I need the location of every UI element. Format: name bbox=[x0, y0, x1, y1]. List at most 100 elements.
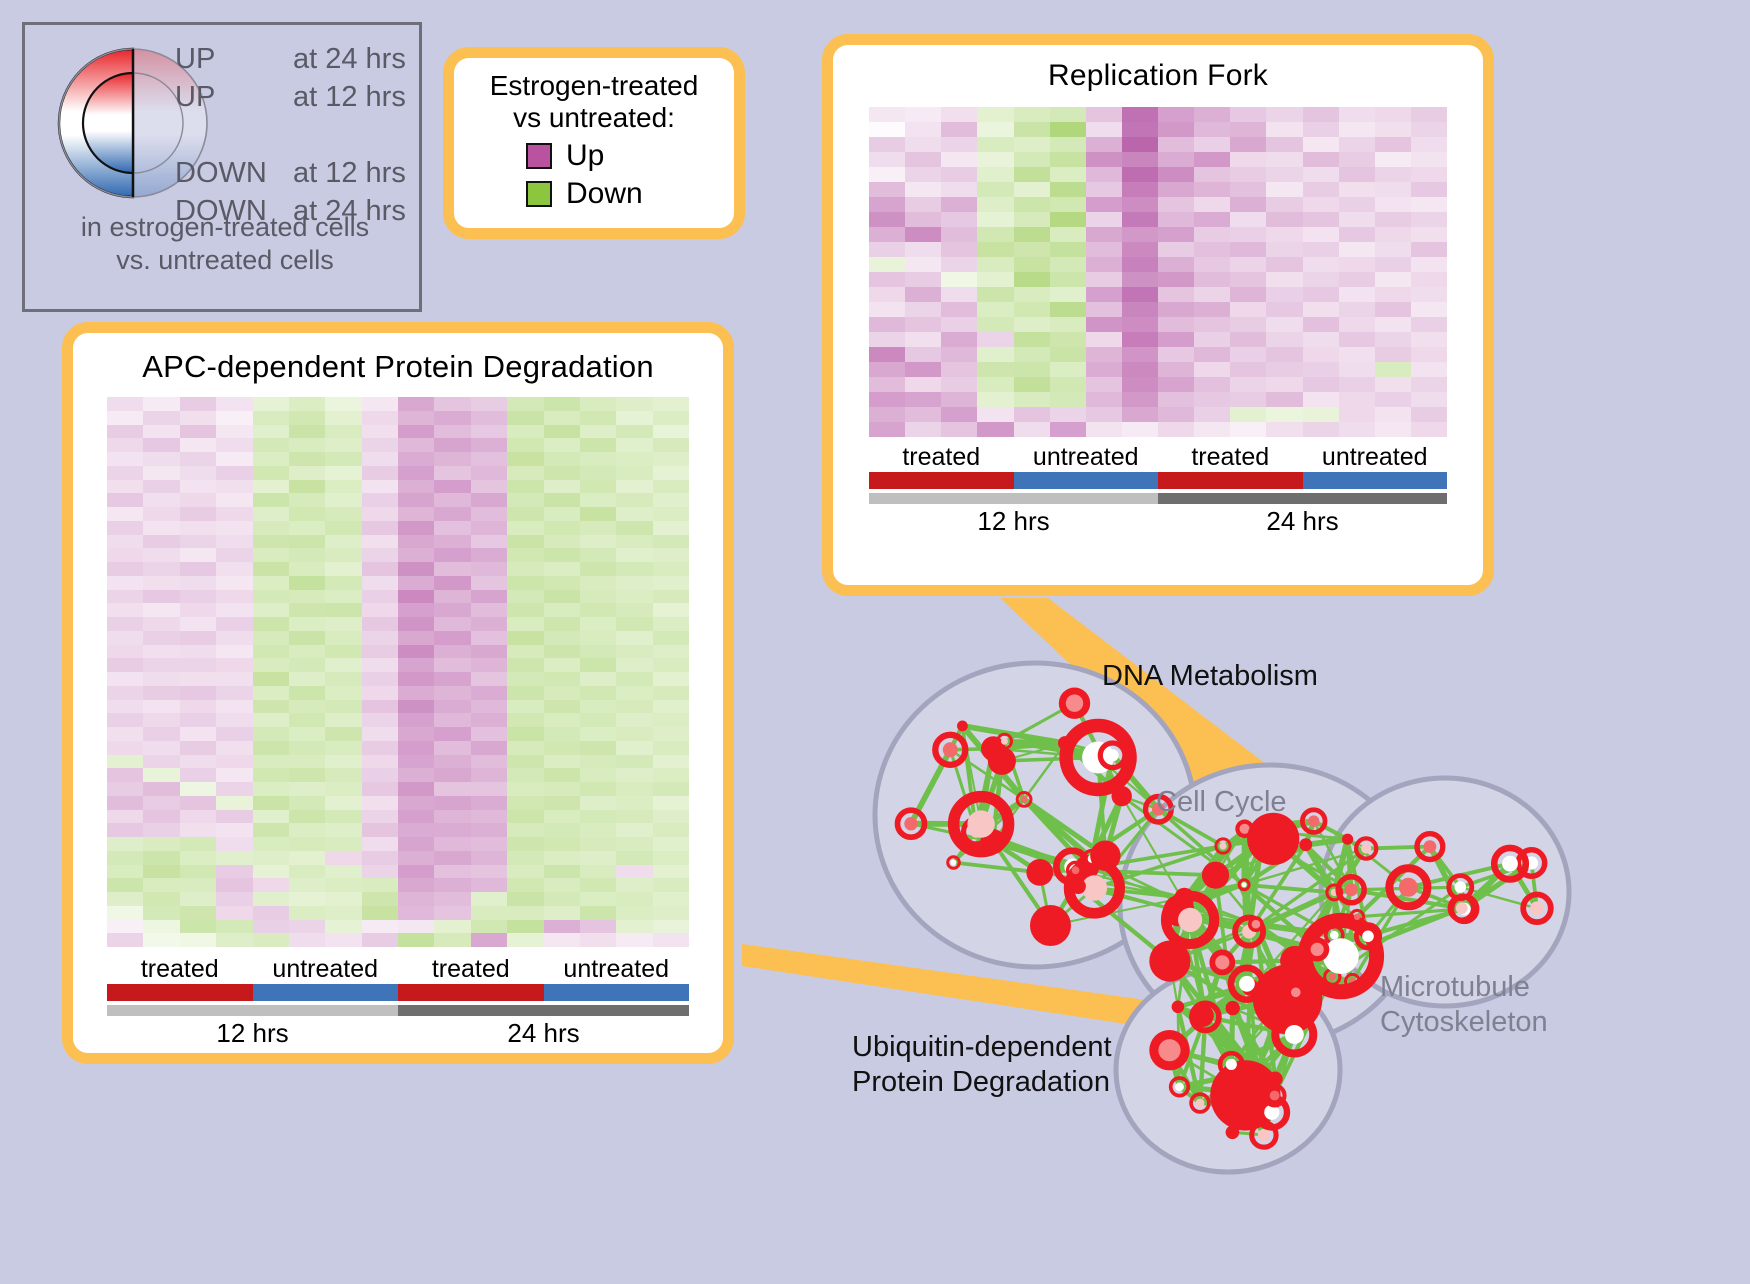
heatmap-cell bbox=[1194, 362, 1230, 377]
heatmap-cell bbox=[1375, 392, 1411, 407]
network-node[interactable] bbox=[1030, 905, 1071, 946]
heatmap-cell bbox=[580, 466, 616, 480]
heatmap-cell bbox=[507, 466, 543, 480]
heatmap-cell bbox=[362, 645, 398, 659]
network-node[interactable] bbox=[1287, 984, 1305, 1002]
heatmap-cell bbox=[253, 425, 289, 439]
heatmap-cell bbox=[1230, 152, 1266, 167]
network-node[interactable] bbox=[1299, 838, 1312, 851]
network-node[interactable] bbox=[1026, 859, 1053, 886]
heatmap-cell bbox=[362, 796, 398, 810]
heatmap-cell bbox=[143, 466, 179, 480]
network-node[interactable] bbox=[1149, 1030, 1189, 1070]
heatmap-cell bbox=[180, 865, 216, 879]
heatmap-cell bbox=[143, 452, 179, 466]
heatmap-cell bbox=[507, 782, 543, 796]
heatmap-cell bbox=[580, 397, 616, 411]
replication-fork-heatmap bbox=[869, 107, 1447, 437]
heatmap-cell bbox=[1122, 227, 1158, 242]
group-label: untreated bbox=[1014, 443, 1159, 472]
heatmap-cell bbox=[362, 700, 398, 714]
heatmap-cell bbox=[180, 810, 216, 824]
network-node[interactable] bbox=[1202, 862, 1229, 889]
heatmap-cell bbox=[143, 755, 179, 769]
network-node[interactable] bbox=[1209, 950, 1235, 976]
heatmap-cell bbox=[216, 397, 252, 411]
network-node[interactable] bbox=[1251, 1065, 1262, 1076]
heatmap-cell bbox=[107, 658, 143, 672]
heatmap-cell bbox=[1158, 167, 1194, 182]
heatmap-cell bbox=[1122, 392, 1158, 407]
heatmap-cell bbox=[1266, 317, 1302, 332]
heatmap-cell bbox=[216, 755, 252, 769]
heatmap-cell bbox=[289, 425, 325, 439]
heatmap-cell bbox=[289, 713, 325, 727]
updown-key-panel: Estrogen-treated vs untreated: Up Down bbox=[443, 47, 745, 239]
heatmap-cell bbox=[507, 768, 543, 782]
heatmap-cell bbox=[653, 576, 689, 590]
heatmap-cell bbox=[941, 167, 977, 182]
network-node[interactable] bbox=[1305, 937, 1329, 961]
heatmap-cell bbox=[580, 700, 616, 714]
heatmap-cell bbox=[1375, 107, 1411, 122]
heatmap-cell bbox=[143, 493, 179, 507]
heatmap-cell bbox=[1014, 332, 1050, 347]
heatmap-cell bbox=[977, 182, 1013, 197]
heatmap-cell bbox=[544, 741, 580, 755]
heatmap-cell bbox=[1339, 422, 1375, 437]
heatmap-cell bbox=[616, 590, 652, 604]
heatmap-cell bbox=[143, 672, 179, 686]
heatmap-cell bbox=[143, 727, 179, 741]
heatmap-cell bbox=[1266, 242, 1302, 257]
heatmap-cell bbox=[216, 837, 252, 851]
network-node[interactable] bbox=[1090, 841, 1120, 871]
heatmap-cell bbox=[362, 920, 398, 934]
network-node[interactable] bbox=[1071, 879, 1086, 894]
network-node[interactable] bbox=[1254, 832, 1269, 847]
network-node[interactable] bbox=[1226, 1001, 1240, 1015]
heatmap-cell bbox=[1230, 362, 1266, 377]
heatmap-cell bbox=[398, 397, 434, 411]
network-node[interactable] bbox=[957, 721, 968, 732]
heatmap-cell bbox=[143, 397, 179, 411]
key-title-line1: Estrogen-treated bbox=[454, 70, 734, 102]
heatmap-cell bbox=[941, 227, 977, 242]
network-node[interactable] bbox=[1172, 1001, 1185, 1014]
heatmap-cell bbox=[653, 562, 689, 576]
network-node[interactable] bbox=[1226, 1126, 1240, 1140]
heatmap-cell bbox=[1014, 122, 1050, 137]
heatmap-cell bbox=[1194, 242, 1230, 257]
heatmap-cell bbox=[1303, 392, 1339, 407]
heatmap-cell bbox=[289, 466, 325, 480]
heatmap-cell bbox=[434, 507, 470, 521]
heatmap-cell bbox=[471, 631, 507, 645]
heatmap-cell bbox=[398, 933, 434, 947]
heatmap-cell bbox=[1411, 257, 1447, 272]
network-node[interactable] bbox=[1191, 1004, 1214, 1027]
heatmap-cell bbox=[216, 438, 252, 452]
heatmap-cell bbox=[1050, 197, 1086, 212]
heatmap-cell bbox=[1303, 257, 1339, 272]
heatmap-cell bbox=[869, 242, 905, 257]
heatmap-cell bbox=[143, 617, 179, 631]
heatmap-cell bbox=[1158, 407, 1194, 422]
heatmap-cell bbox=[1158, 242, 1194, 257]
heatmap-cell bbox=[1014, 272, 1050, 287]
heatmap-cell bbox=[253, 782, 289, 796]
heatmap-cell bbox=[1303, 137, 1339, 152]
cluster-label-cell-cycle: Cell Cycle bbox=[1156, 786, 1287, 819]
heatmap-cell bbox=[616, 727, 652, 741]
network-node[interactable] bbox=[1342, 834, 1353, 845]
network-node[interactable] bbox=[1248, 916, 1264, 932]
heatmap-cell bbox=[143, 438, 179, 452]
heatmap-cell bbox=[941, 242, 977, 257]
heatmap-cell bbox=[362, 535, 398, 549]
wheel-time: at 12 hrs bbox=[293, 81, 406, 114]
heatmap-cell bbox=[580, 906, 616, 920]
network-node[interactable] bbox=[1059, 688, 1090, 719]
heatmap-cell bbox=[216, 645, 252, 659]
heatmap-cell bbox=[325, 782, 361, 796]
network-node[interactable] bbox=[1149, 941, 1190, 982]
heatmap-cell bbox=[107, 782, 143, 796]
